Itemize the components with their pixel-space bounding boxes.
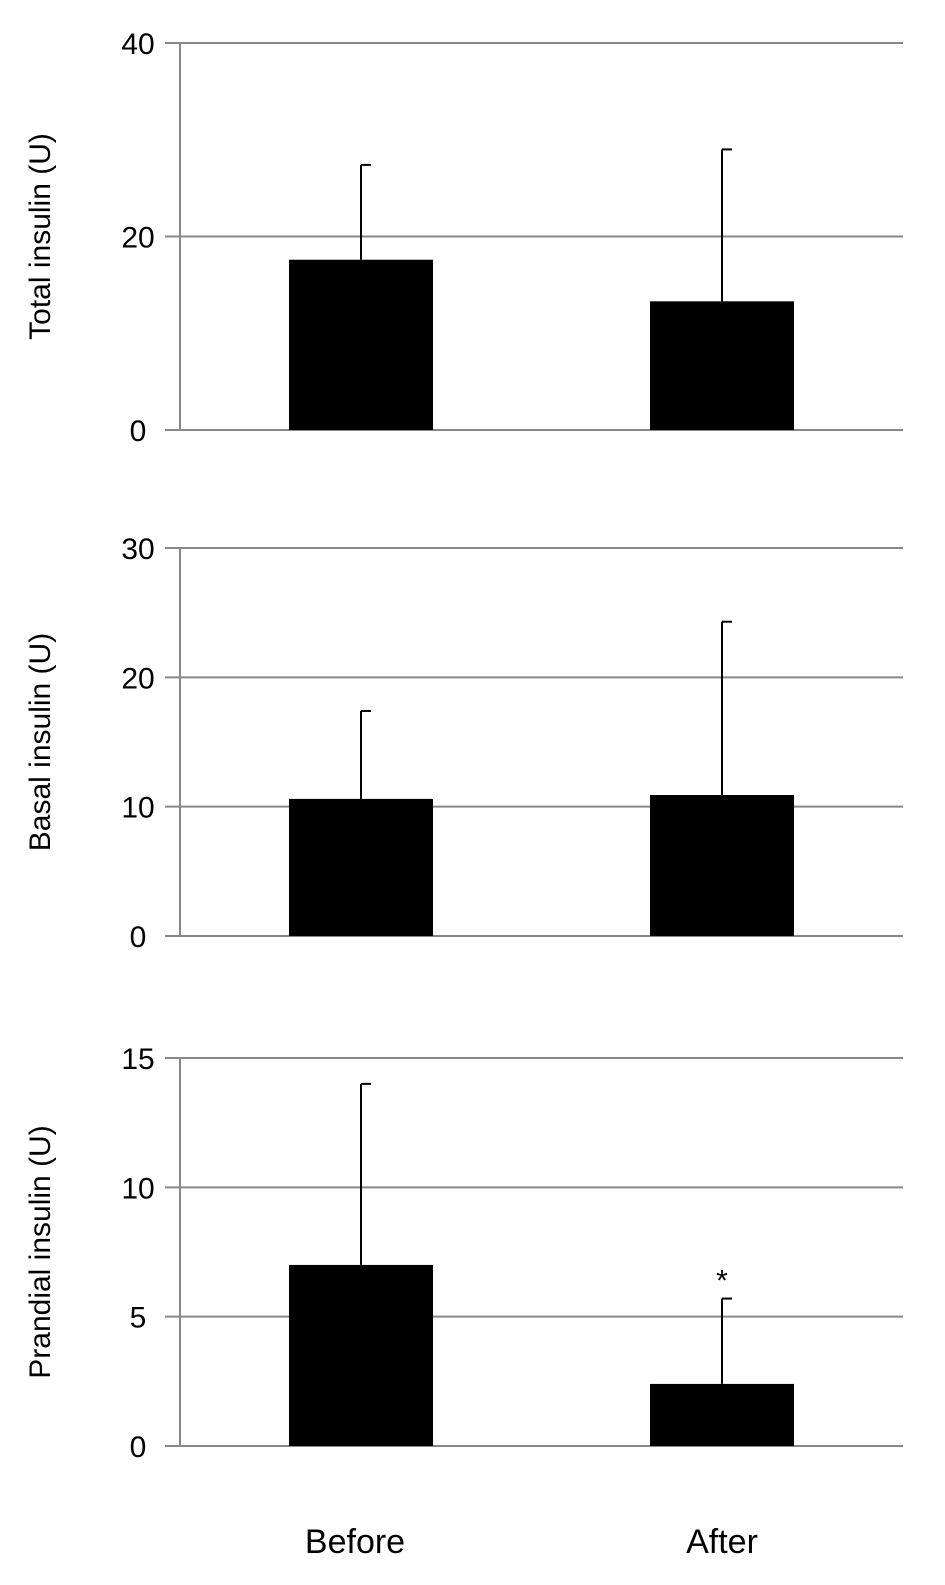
y-axis-label: Total insulin (U) bbox=[24, 133, 57, 340]
y-axis-label: Prandial insulin (U) bbox=[24, 1125, 57, 1378]
y-tick-label: 0 bbox=[130, 1431, 147, 1464]
y-tick-label: 15 bbox=[121, 1043, 154, 1076]
panel-1: 0 20 40 Total insulin (U) bbox=[24, 28, 903, 448]
x-tick-label-after: After bbox=[686, 1523, 758, 1561]
y-tick-label: 40 bbox=[121, 28, 154, 61]
bar-before bbox=[289, 259, 433, 430]
bar-after bbox=[650, 1383, 794, 1446]
panel-3: 0 5 10 15 Prandial insulin (U) * bbox=[24, 1043, 903, 1464]
x-tick-label-before: Before bbox=[305, 1523, 405, 1561]
y-tick-label: 20 bbox=[121, 222, 154, 255]
y-tick-label: 5 bbox=[130, 1302, 147, 1335]
y-tick-label: 0 bbox=[130, 415, 147, 448]
bar-before bbox=[289, 1264, 433, 1446]
y-tick-label: 30 bbox=[121, 533, 154, 566]
y-axis-label: Basal insulin (U) bbox=[24, 633, 57, 851]
y-tick-label: 20 bbox=[121, 662, 154, 695]
y-tick-label: 10 bbox=[121, 1172, 154, 1205]
panel-2: 0 10 20 30 Basal insulin (U) bbox=[24, 533, 903, 954]
bar-before bbox=[289, 798, 433, 936]
y-tick-label: 10 bbox=[121, 792, 154, 825]
bar-after bbox=[650, 301, 794, 430]
significance-marker: * bbox=[716, 1265, 728, 1298]
bar-after bbox=[650, 795, 794, 936]
y-tick-label: 0 bbox=[130, 921, 147, 954]
